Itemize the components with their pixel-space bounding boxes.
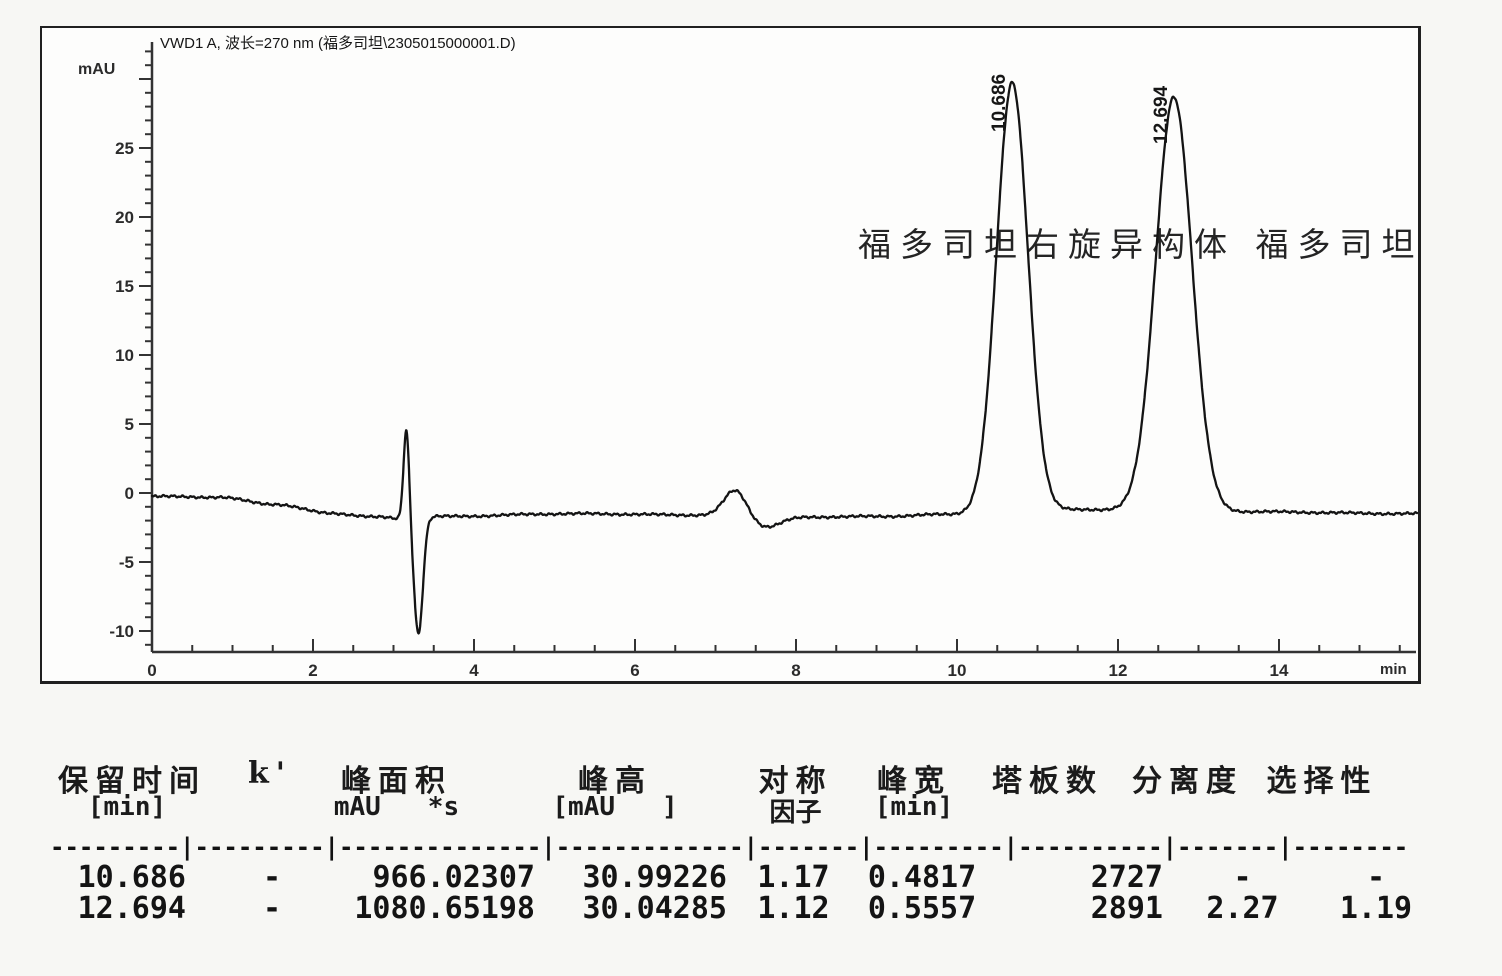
- column-header: 保留时间: [58, 764, 206, 799]
- table-cell: 2891: [1090, 891, 1163, 926]
- column-header-units: [mAU ]: [552, 792, 678, 822]
- table-cell: -: [1366, 860, 1386, 895]
- column-header-units: [min]: [87, 792, 167, 822]
- table-header-row-1: 保留时间 k' 峰面积 峰高 对称 峰宽 塔板数 分离度 选择性: [0, 756, 1502, 799]
- x-tick-label: 14: [1270, 661, 1289, 680]
- peak-retention-label-2: 12.694: [1151, 85, 1172, 144]
- column-header: 塔板数: [992, 764, 1103, 799]
- table-cell: 1.19: [1339, 891, 1413, 926]
- column-header: 选择性: [1266, 764, 1378, 799]
- table-cell: 10.686: [77, 860, 186, 895]
- x-tick-label: 0: [147, 661, 156, 680]
- table-cell: 30.99226: [582, 860, 728, 895]
- y-tick-label: 20: [115, 208, 134, 227]
- column-header: 对称: [758, 764, 833, 799]
- column-header: 分离度: [1132, 764, 1243, 799]
- integration-results-table: 保留时间 k' 峰面积 峰高 对称 峰宽 塔板数 分离度 选择性 [min] mAU *s [mAU …: [0, 748, 1502, 958]
- column-header: 峰宽: [877, 764, 951, 799]
- y-tick-label: 10: [115, 346, 134, 365]
- column-header: 峰面积: [341, 764, 452, 799]
- column-header: 峰高: [578, 764, 652, 799]
- table-cell: 1.12: [757, 891, 830, 926]
- table-cell: -: [262, 860, 282, 895]
- x-axis-unit-label: min: [1380, 661, 1407, 678]
- y-tick-label: 25: [115, 139, 134, 158]
- x-tick-label: 2: [308, 661, 317, 680]
- table-cell: 30.04285: [582, 891, 728, 926]
- chromatogram-trace: [150, 80, 1418, 635]
- column-header-units: 因子: [769, 798, 822, 828]
- trace-layer: [150, 80, 1418, 635]
- compound-annotation: 福多司坦右旋异构体 福多司坦: [858, 225, 1418, 264]
- table-cell: -: [1233, 860, 1252, 895]
- y-tick-label: 15: [115, 277, 134, 296]
- x-tick-label: 10: [948, 661, 967, 680]
- x-tick-label: 6: [630, 661, 639, 680]
- table-cell: 12.694: [77, 891, 186, 926]
- table-cell: 2727: [1090, 860, 1163, 895]
- table-cell: 1.17: [757, 860, 830, 895]
- y-axis-unit-label: mAU: [78, 61, 115, 78]
- table-cell: 2.27: [1206, 891, 1279, 926]
- table-row: 12.694 - 1080.65198 30.04285 1.12 0.5557 2891 2…: [0, 891, 1502, 929]
- y-tick-label: 0: [125, 484, 134, 503]
- table-cell: 0.4817: [867, 860, 977, 895]
- table-cell: 0.5557: [867, 891, 977, 926]
- separator-line: ---------|---------|--------------|-----…: [50, 833, 1409, 861]
- column-header: k': [248, 756, 292, 791]
- chromatogram-panel: 0 2 4 6 8 10 12 14 -10 -5 0 5 10 15 20 25 VWD1 A, 波长=27…: [40, 26, 1421, 684]
- x-tick-label: 8: [791, 661, 800, 680]
- table-separator-row: ---------|---------|--------------|-----…: [0, 833, 1502, 871]
- x-tick-label: 4: [469, 661, 479, 680]
- y-tick-label: 5: [125, 415, 134, 434]
- axes-layer: 0 2 4 6 8 10 12 14 -10 -5 0 5 10 15 20 25: [109, 42, 1416, 680]
- column-header-units: [min]: [874, 792, 954, 822]
- chart-title: VWD1 A, 波长=270 nm (福多司坦\2305015000001.D): [160, 35, 516, 52]
- column-header-units: mAU *s: [333, 792, 460, 822]
- table-cell: -: [262, 891, 282, 926]
- table-row: 10.686 - 966.02307 30.99226 1.17 0.4817 2727 - -: [0, 860, 1502, 898]
- peak-retention-label-1: 10.686: [989, 74, 1010, 132]
- table-header-row-2: [min] mAU *s [mAU ] 因子 [min]: [0, 792, 1502, 830]
- chromatogram-plot: 0 2 4 6 8 10 12 14 -10 -5 0 5 10 15 20 25 VWD1 A, 波长=27…: [78, 35, 1418, 680]
- y-tick-label: -10: [109, 622, 134, 641]
- table-cell: 1080.65198: [354, 891, 535, 926]
- x-tick-label: 12: [1109, 661, 1128, 680]
- y-tick-label: -5: [119, 553, 134, 572]
- table-cell: 966.02307: [372, 860, 535, 895]
